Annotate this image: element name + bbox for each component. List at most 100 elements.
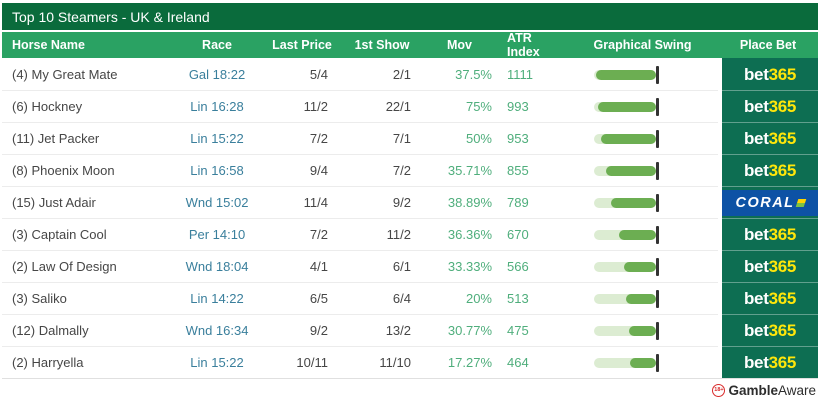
swing-fill <box>606 165 656 176</box>
title-bar: Top 10 Steamers - UK & Ireland <box>2 3 818 30</box>
coral-logo: CORAL <box>722 189 818 216</box>
race-link[interactable]: Per 14:10 <box>188 227 246 242</box>
mov-value: 36.36% <box>422 218 497 250</box>
swing-tick <box>656 161 659 180</box>
atr-index: 670 <box>497 218 567 250</box>
swing-tick <box>656 65 659 84</box>
place-bet-button[interactable]: bet 365 <box>722 154 818 186</box>
race-link[interactable]: Wnd 16:34 <box>185 323 249 338</box>
place-bet-button[interactable]: bet 365 <box>722 346 818 378</box>
swing-fill <box>630 357 656 368</box>
swing-fill <box>624 261 656 272</box>
last-price: 11/4 <box>262 186 342 218</box>
bet365-logo: bet 365 <box>743 160 797 180</box>
last-price: 7/2 <box>262 122 342 154</box>
bet365-logo: bet 365 <box>743 320 797 340</box>
header-row: Horse Name Race Last Price 1st Show Mov ATR I… <box>2 31 818 59</box>
bet365-logo: bet 365 <box>743 224 797 244</box>
steamers-widget: Top 10 Steamers - UK & Ireland Horse Nam… <box>2 3 818 402</box>
footer: 18+ GambleAware <box>2 379 818 402</box>
atr-index: 789 <box>497 186 567 218</box>
first-show: 7/2 <box>342 154 422 186</box>
bet365-logo: bet 365 <box>743 96 797 116</box>
column-header-horse-name: Horse Name <box>12 38 85 52</box>
first-show: 7/1 <box>342 122 422 154</box>
graphical-swing-cell <box>567 314 718 346</box>
place-bet-button[interactable]: bet 365 <box>722 122 818 154</box>
table-row: (11) Jet Packer Lin 15:22 7/2 7/1 50% 95… <box>2 122 818 154</box>
atr-index: 855 <box>497 154 567 186</box>
mov-value: 33.33% <box>422 250 497 282</box>
table-body: (4) My Great Mate Gal 18:22 5/4 2/1 37.5… <box>2 58 818 379</box>
swing-fill <box>629 325 656 336</box>
last-price: 7/2 <box>262 218 342 250</box>
table-row: (8) Phoenix Moon Lin 16:58 9/4 7/2 35.71… <box>2 154 818 186</box>
graphical-swing-cell <box>567 122 718 154</box>
place-bet-button[interactable]: bet 365 <box>722 218 818 250</box>
swing-fill <box>626 293 656 304</box>
mov-value: 17.27% <box>422 346 497 378</box>
first-show: 11/2 <box>342 218 422 250</box>
gambleaware-link[interactable]: 18+ GambleAware <box>712 383 816 398</box>
swing-track <box>594 357 656 368</box>
table-row: (12) Dalmally Wnd 16:34 9/2 13/2 30.77% … <box>2 314 818 346</box>
graphical-swing-cell <box>567 250 718 282</box>
graphical-swing-cell <box>567 346 718 378</box>
race-link[interactable]: Gal 18:22 <box>188 67 246 82</box>
place-bet-button[interactable]: bet 365 <box>722 314 818 346</box>
place-bet-button[interactable]: bet 365 <box>722 250 818 282</box>
swing-tick <box>656 289 659 308</box>
race-cell: Lin 16:58 <box>172 154 262 186</box>
mov-value: 20% <box>422 282 497 314</box>
swing-bar <box>594 353 659 372</box>
graphical-swing-cell <box>567 154 718 186</box>
race-link[interactable]: Wnd 18:04 <box>185 259 249 274</box>
horse-name: (8) Phoenix Moon <box>2 154 172 186</box>
first-show: 11/10 <box>342 346 422 378</box>
atr-index: 1111 <box>507 67 534 82</box>
table-row: (15) Just Adair Wnd 15:02 11/4 9/2 38.89… <box>2 186 818 218</box>
race-cell: Lin 15:22 <box>172 122 262 154</box>
last-price: 5/4 <box>309 67 328 82</box>
swing-tick <box>656 257 659 276</box>
mov-value: 50% <box>422 122 497 154</box>
table-row: (3) Captain Cool Per 14:10 7/2 11/2 36.3… <box>2 218 818 250</box>
race-link[interactable]: Lin 15:22 <box>190 131 244 146</box>
last-price: 11/2 <box>262 90 342 122</box>
bet365-logo: bet 365 <box>743 128 797 148</box>
race-link[interactable]: Lin 15:22 <box>190 355 244 370</box>
swing-tick <box>656 353 659 372</box>
bet365-logo: bet 365 <box>743 256 797 276</box>
mov-value: 35.71% <box>422 154 497 186</box>
table-row: (3) Saliko Lin 14:22 6/5 6/4 20% 513 bet… <box>2 282 818 314</box>
bet365-logo: bet 365 <box>743 288 797 308</box>
swing-fill <box>611 197 656 208</box>
place-bet-button[interactable]: bet 365 <box>722 58 818 90</box>
horse-name: (3) Saliko <box>2 282 172 314</box>
column-header-1st-show: 1st Show <box>354 38 410 52</box>
place-bet-button[interactable]: bet 365 <box>722 282 818 314</box>
column-header-last-price: Last Price <box>272 38 332 52</box>
horse-name: (6) Hockney <box>2 90 172 122</box>
gambleaware-label: GambleAware <box>728 383 816 398</box>
first-show: 22/1 <box>342 90 422 122</box>
bet365-logo: bet 365 <box>743 352 797 372</box>
race-link[interactable]: Wnd 15:02 <box>185 195 249 210</box>
horse-name: (11) Jet Packer <box>2 122 172 154</box>
race-cell: Wnd 16:34 <box>172 314 262 346</box>
last-price: 9/4 <box>262 154 342 186</box>
place-bet-button[interactable]: CORAL <box>722 186 818 218</box>
first-show: 6/1 <box>342 250 422 282</box>
race-link[interactable]: Lin 16:28 <box>190 99 244 114</box>
race-cell: Per 14:10 <box>172 218 262 250</box>
race-link[interactable]: Lin 14:22 <box>190 291 244 306</box>
last-price: 10/11 <box>262 346 342 378</box>
place-bet-button[interactable]: bet 365 <box>722 90 818 122</box>
first-show: 6/4 <box>342 282 422 314</box>
graphical-swing-cell <box>567 90 718 122</box>
race-link[interactable]: Lin 16:58 <box>190 163 244 178</box>
race-cell: Lin 15:22 <box>172 346 262 378</box>
atr-index: 513 <box>497 282 567 314</box>
coral-flag-icon <box>795 198 806 207</box>
race-cell: Lin 14:22 <box>172 282 262 314</box>
